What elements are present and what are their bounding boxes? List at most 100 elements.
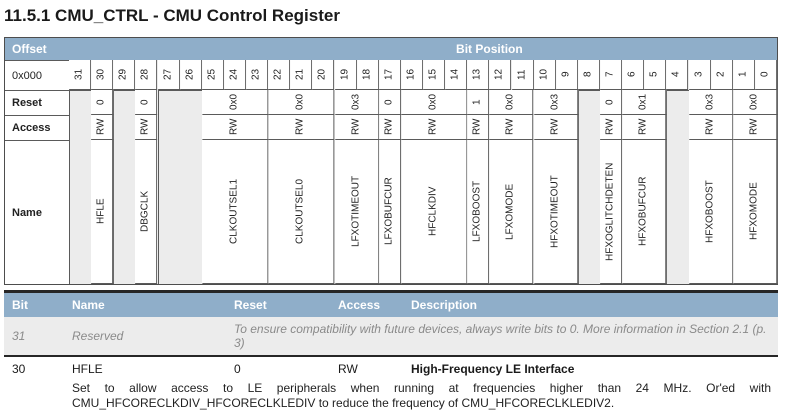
bit-number-cell: 24 [223,60,246,90]
hfle-name-cell: HFLE [64,357,226,378]
field-name-cell: HFXOMODE [732,140,777,284]
field-name-cell: HFXOTIMEOUT [533,140,578,284]
field-name-cell: LFXOTIMEOUT [334,140,379,284]
field-access-cell: RW [533,115,578,140]
field-name-cell: LFXOBOOST [467,140,490,284]
bit-number-cell: 20 [312,60,335,90]
field-access-cell: RW [600,115,623,140]
reserved-bit-cell: 31 [4,317,64,357]
bit-number-cell: 18 [356,60,379,90]
bit-number-cell: 29 [113,60,136,90]
column-header-name: Name [64,293,226,317]
bit-number-cell: 1 [732,60,755,90]
bit-number-cell: 28 [135,60,158,90]
bit-number-cell: 9 [555,60,578,90]
bit-number-cell: 31 [69,60,92,90]
bit-number-cell: 11 [511,60,534,90]
field-name-cell: HFXOBUFCUR [622,140,667,284]
reserved-field-cell [577,90,600,284]
bit-number-cell: 23 [246,60,269,90]
reserved-description: To ensure compatibility with future devi… [226,317,778,357]
field-reset-cell: 0x0 [201,90,269,115]
bit-number-cell: 8 [577,60,600,90]
reserved-name-cell: Reserved [64,317,226,357]
field-access-cell: RW [268,115,335,140]
field-reset-cell: 0x3 [688,90,733,115]
bit-number-cell: 21 [290,60,313,90]
bit-number-cell: 2 [710,60,733,90]
bit-number-cell: 6 [622,60,645,90]
bit-position-header: Bit Position [201,38,777,60]
bit-number-cell: 7 [600,60,623,90]
field-name-cell: LFXOMODE [489,140,534,284]
column-header-access: Access [330,293,403,317]
field-reset-cell: 0x0 [400,90,468,115]
hfle-description-title: High-Frequency LE Interface [403,357,778,378]
field-name-cell: LFXOBUFCUR [378,140,401,284]
field-name-cell: CLKOUTSEL1 [201,140,269,284]
bit-number-cell: 12 [489,60,512,90]
bit-number-cell: 0 [754,60,777,90]
bit-number-cell: 26 [179,60,202,90]
field-reset-cell: 0x0 [268,90,335,115]
field-reset-cell: 1 [467,90,490,115]
reserved-field-cell [69,90,92,284]
field-access-cell: RW [489,115,534,140]
field-access-cell: RW [467,115,490,140]
field-name-cell: CLKOUTSEL0 [268,140,335,284]
bit-number-cell: 13 [467,60,490,90]
field-reset-cell: 0x0 [489,90,534,115]
bit-number-cell: 22 [268,60,291,90]
field-name-cell: HFLE [91,140,114,284]
bit-number-cell: 27 [157,60,180,90]
register-bit-table: Offset Bit Position 0x000 Reset Access N… [4,37,778,285]
field-name-cell: HFCLKDIV [400,140,468,284]
hfle-bit-cell: 30 [4,357,64,378]
bit-number-cell: 16 [400,60,423,90]
field-access-cell: RW [622,115,667,140]
bit-description-table: Bit Name Reset Access Description 31 Res… [4,290,778,411]
bit-number-cell: 17 [378,60,401,90]
reset-row-label: Reset [5,90,69,115]
field-reset-cell: 0x1 [622,90,667,115]
bit-number-cell: 10 [533,60,556,90]
field-reset-cell: 0x0 [732,90,777,115]
offset-header: Offset [5,38,202,60]
field-reset-cell: 0x3 [334,90,379,115]
column-header-description: Description [403,293,778,317]
field-access-cell: RW [334,115,379,140]
reserved-field-cell [666,90,689,284]
bit-number-cell: 5 [644,60,667,90]
page-title: 11.5.1 CMU_CTRL - CMU Control Register [4,6,340,25]
column-header-reset: Reset [226,293,330,317]
field-access-cell: RW [400,115,468,140]
field-reset-cell: 0 [91,90,114,115]
field-reset-cell: 0 [135,90,158,115]
field-name-cell: HFXOGLITCHDETEN [600,140,623,284]
bit-number-cell: 15 [423,60,446,90]
column-header-bit: Bit [4,293,64,317]
bit-number-cell: 19 [334,60,357,90]
reserved-field-cell [157,90,202,284]
hfle-description-body: Set to allow access to LE peripherals wh… [72,381,771,410]
field-access-cell: RW [91,115,114,140]
field-name-cell: HFXOBOOST [688,140,733,284]
field-reset-cell: 0 [600,90,623,115]
bit-number-cell: 14 [445,60,468,90]
offset-value: 0x000 [5,60,69,90]
hfle-access-cell: RW [330,357,403,378]
name-row-label: Name [5,140,69,284]
field-reset-cell: 0x3 [533,90,578,115]
access-row-label: Access [5,115,69,140]
field-access-cell: RW [732,115,777,140]
bit-number-cell: 4 [666,60,689,90]
bit-number-cell: 25 [201,60,224,90]
bit-number-cell: 30 [91,60,114,90]
field-access-cell: RW [688,115,733,140]
reserved-field-cell [113,90,136,284]
hfle-reset-cell: 0 [226,357,330,378]
field-name-cell: DBGCLK [135,140,158,284]
field-access-cell: RW [201,115,269,140]
field-reset-cell: 0 [378,90,401,115]
field-access-cell: RW [378,115,401,140]
